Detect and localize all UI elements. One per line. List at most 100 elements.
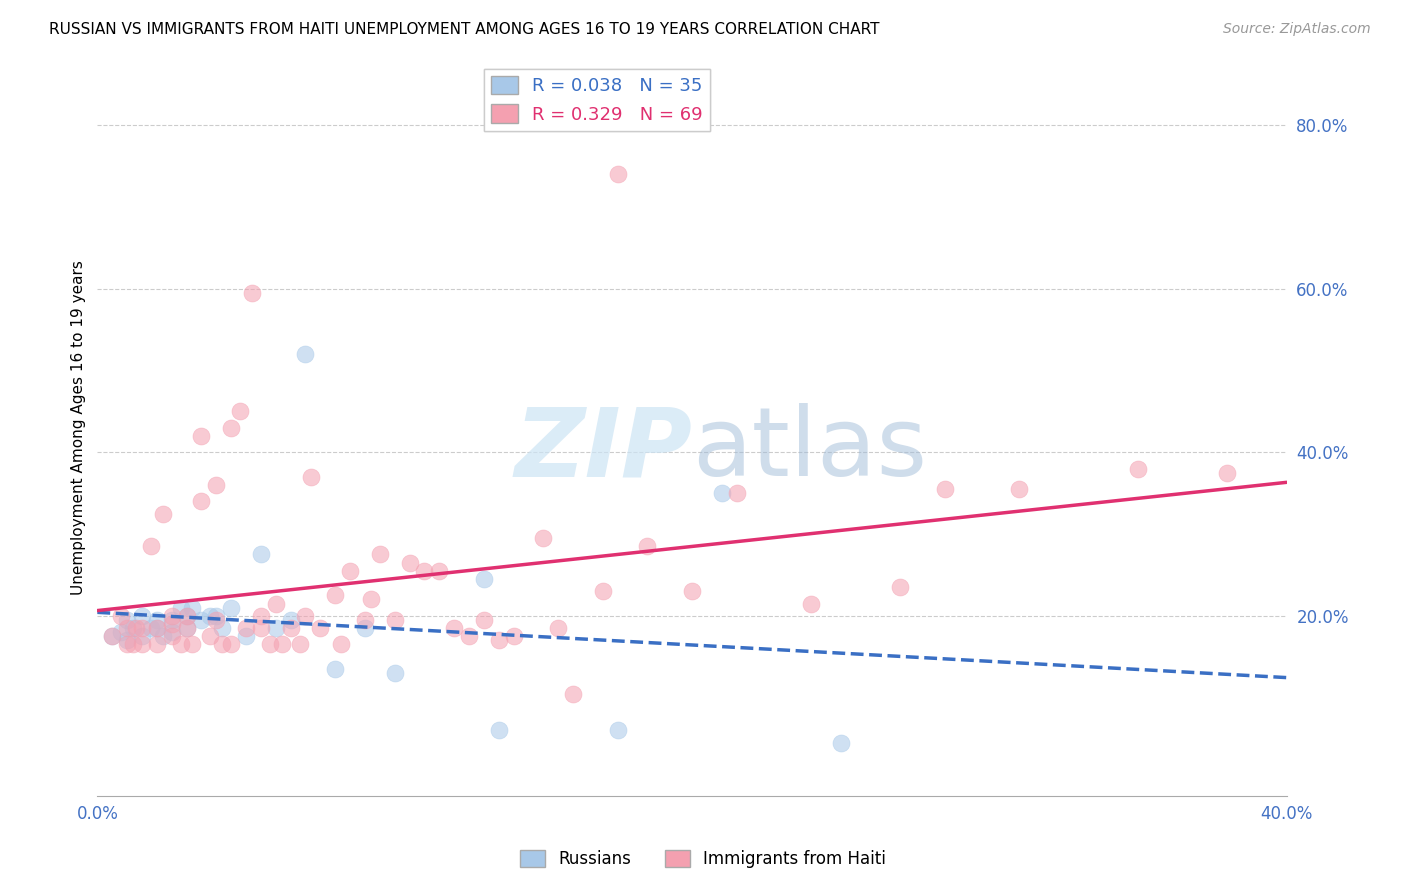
Point <box>211 637 233 651</box>
Point <box>606 723 628 738</box>
Point <box>280 621 302 635</box>
Point <box>122 637 145 651</box>
Point <box>146 621 169 635</box>
Point <box>368 548 391 562</box>
Point <box>1126 461 1149 475</box>
Point <box>131 608 153 623</box>
Point <box>1008 482 1031 496</box>
Point <box>110 625 132 640</box>
Point <box>339 564 361 578</box>
Point <box>250 608 273 623</box>
Point <box>152 507 174 521</box>
Point <box>235 621 257 635</box>
Point <box>294 347 316 361</box>
Legend: Russians, Immigrants from Haiti: Russians, Immigrants from Haiti <box>513 843 893 875</box>
Point <box>146 613 169 627</box>
Point <box>200 608 222 623</box>
Point <box>413 564 436 578</box>
Point <box>235 629 257 643</box>
Point <box>250 621 273 635</box>
Point <box>219 600 242 615</box>
Point <box>384 613 406 627</box>
Point <box>101 629 124 643</box>
Point <box>1216 466 1239 480</box>
Y-axis label: Unemployment Among Ages 16 to 19 years: Unemployment Among Ages 16 to 19 years <box>72 260 86 595</box>
Point <box>502 629 524 643</box>
Point <box>181 600 204 615</box>
Point <box>160 613 183 627</box>
Point <box>710 486 733 500</box>
Point <box>250 548 273 562</box>
Point <box>115 621 138 635</box>
Point <box>139 539 162 553</box>
Point <box>176 621 198 635</box>
Point <box>160 629 183 643</box>
Point <box>384 666 406 681</box>
Point <box>472 572 495 586</box>
Point <box>125 621 148 635</box>
Point <box>131 637 153 651</box>
Text: atlas: atlas <box>692 403 927 496</box>
Point <box>190 429 212 443</box>
Point <box>122 621 145 635</box>
Point <box>330 637 353 651</box>
Point <box>131 629 153 643</box>
Text: Source: ZipAtlas.com: Source: ZipAtlas.com <box>1223 22 1371 37</box>
Point <box>280 613 302 627</box>
Point <box>725 486 748 500</box>
Point <box>101 629 124 643</box>
Point <box>398 556 420 570</box>
Point <box>160 617 183 632</box>
Point <box>131 621 153 635</box>
Point <box>190 494 212 508</box>
Point <box>229 404 252 418</box>
Point <box>205 478 228 492</box>
Point <box>152 629 174 643</box>
Point <box>531 531 554 545</box>
Point <box>264 597 287 611</box>
Point <box>288 637 311 651</box>
Point <box>592 584 614 599</box>
Point <box>205 608 228 623</box>
Point <box>146 621 169 635</box>
Point <box>169 637 191 651</box>
Point <box>889 580 911 594</box>
Point <box>294 608 316 623</box>
Point <box>309 621 332 635</box>
Point <box>115 633 138 648</box>
Point <box>160 608 183 623</box>
Point <box>219 420 242 434</box>
Point <box>219 637 242 651</box>
Point <box>270 637 292 651</box>
Point <box>830 736 852 750</box>
Point <box>169 600 191 615</box>
Point <box>190 613 212 627</box>
Point <box>160 625 183 640</box>
Point <box>240 285 263 300</box>
Point <box>472 613 495 627</box>
Point <box>323 662 346 676</box>
Point <box>458 629 481 643</box>
Point <box>259 637 281 651</box>
Point <box>488 723 510 738</box>
Point <box>323 588 346 602</box>
Point <box>211 621 233 635</box>
Point <box>443 621 465 635</box>
Point <box>934 482 956 496</box>
Point <box>360 592 382 607</box>
Point <box>636 539 658 553</box>
Point <box>681 584 703 599</box>
Point <box>299 469 322 483</box>
Text: RUSSIAN VS IMMIGRANTS FROM HAITI UNEMPLOYMENT AMONG AGES 16 TO 19 YEARS CORRELAT: RUSSIAN VS IMMIGRANTS FROM HAITI UNEMPLO… <box>49 22 880 37</box>
Text: ZIP: ZIP <box>515 403 692 496</box>
Point <box>205 613 228 627</box>
Point <box>200 629 222 643</box>
Point <box>264 621 287 635</box>
Point <box>176 608 198 623</box>
Point <box>562 686 585 700</box>
Point <box>139 621 162 635</box>
Point <box>606 167 628 181</box>
Point <box>354 621 377 635</box>
Point <box>176 608 198 623</box>
Point <box>488 633 510 648</box>
